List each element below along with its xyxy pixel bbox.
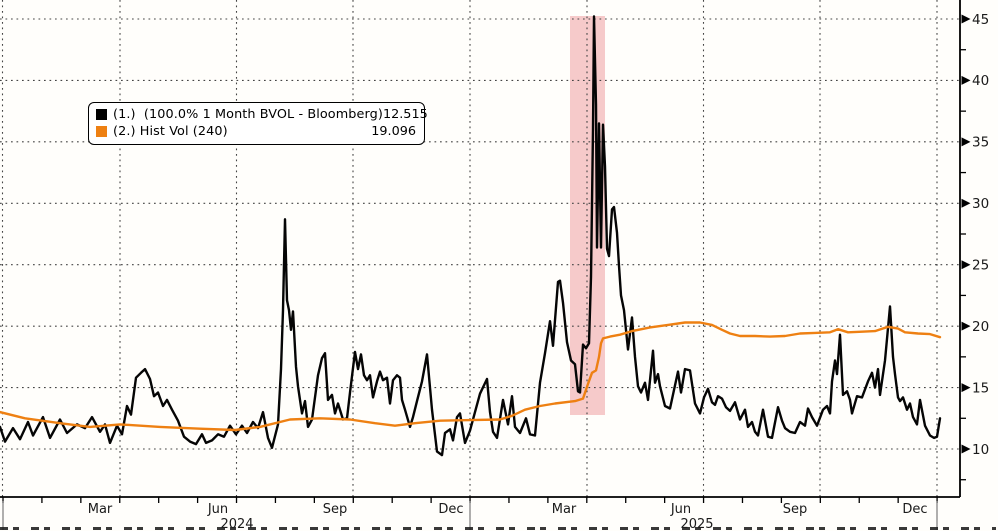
x-axis-month-label: Jun <box>670 502 691 517</box>
y-axis-label: 40 <box>972 73 989 89</box>
hist-vol-series-line <box>0 321 942 432</box>
y-axis-label: 25 <box>972 258 989 274</box>
legend-value-bvol: 12.515 <box>382 107 428 122</box>
y-axis-label: 10 <box>972 442 989 458</box>
y-tick-arrow-icon <box>961 444 971 454</box>
y-tick-arrow-icon <box>961 383 971 393</box>
y-tick-arrow-icon <box>961 198 971 208</box>
legend-label-histvol: (2.) Hist Vol (240) <box>113 124 228 139</box>
legend-row-bvol: (1.) (100.0% 1 Month BVOL - Bloomberg) 1… <box>96 106 428 123</box>
y-axis-label: 30 <box>972 196 989 212</box>
lower-pane-top-edge <box>0 527 996 530</box>
y-axis-label: 15 <box>972 380 989 396</box>
legend-swatch-black <box>96 109 107 120</box>
y-axis-label: 20 <box>972 319 989 335</box>
legend-label-bvol: (1.) (100.0% 1 Month BVOL - Bloomberg) <box>113 107 383 122</box>
y-tick-arrow-icon <box>961 321 971 331</box>
legend-swatch-orange <box>96 126 107 137</box>
y-tick-arrow-icon <box>961 260 971 270</box>
x-axis-month-label: Dec <box>902 502 927 517</box>
x-axis-month-label: Dec <box>438 502 463 517</box>
bvol-series-line <box>0 15 942 457</box>
legend-row-histvol: (2.) Hist Vol (240) 19.096 <box>96 123 416 140</box>
y-axis-label: 35 <box>972 135 989 151</box>
x-axis-month-label: Sep <box>783 502 808 517</box>
legend-box: (1.) (100.0% 1 Month BVOL - Bloomberg) 1… <box>88 102 428 145</box>
x-axis-month-label: Jun <box>207 502 228 517</box>
y-tick-arrow-icon <box>961 75 971 85</box>
y-tick-arrow-icon <box>961 137 971 147</box>
y-axis-label: 45 <box>972 12 989 28</box>
legend-value-histvol: 19.096 <box>371 124 416 139</box>
x-axis-month-label: Sep <box>323 502 348 517</box>
x-axis-month-label: Mar <box>88 502 113 517</box>
x-axis-month-label: Mar <box>552 502 577 517</box>
y-tick-arrow-icon <box>961 14 971 24</box>
